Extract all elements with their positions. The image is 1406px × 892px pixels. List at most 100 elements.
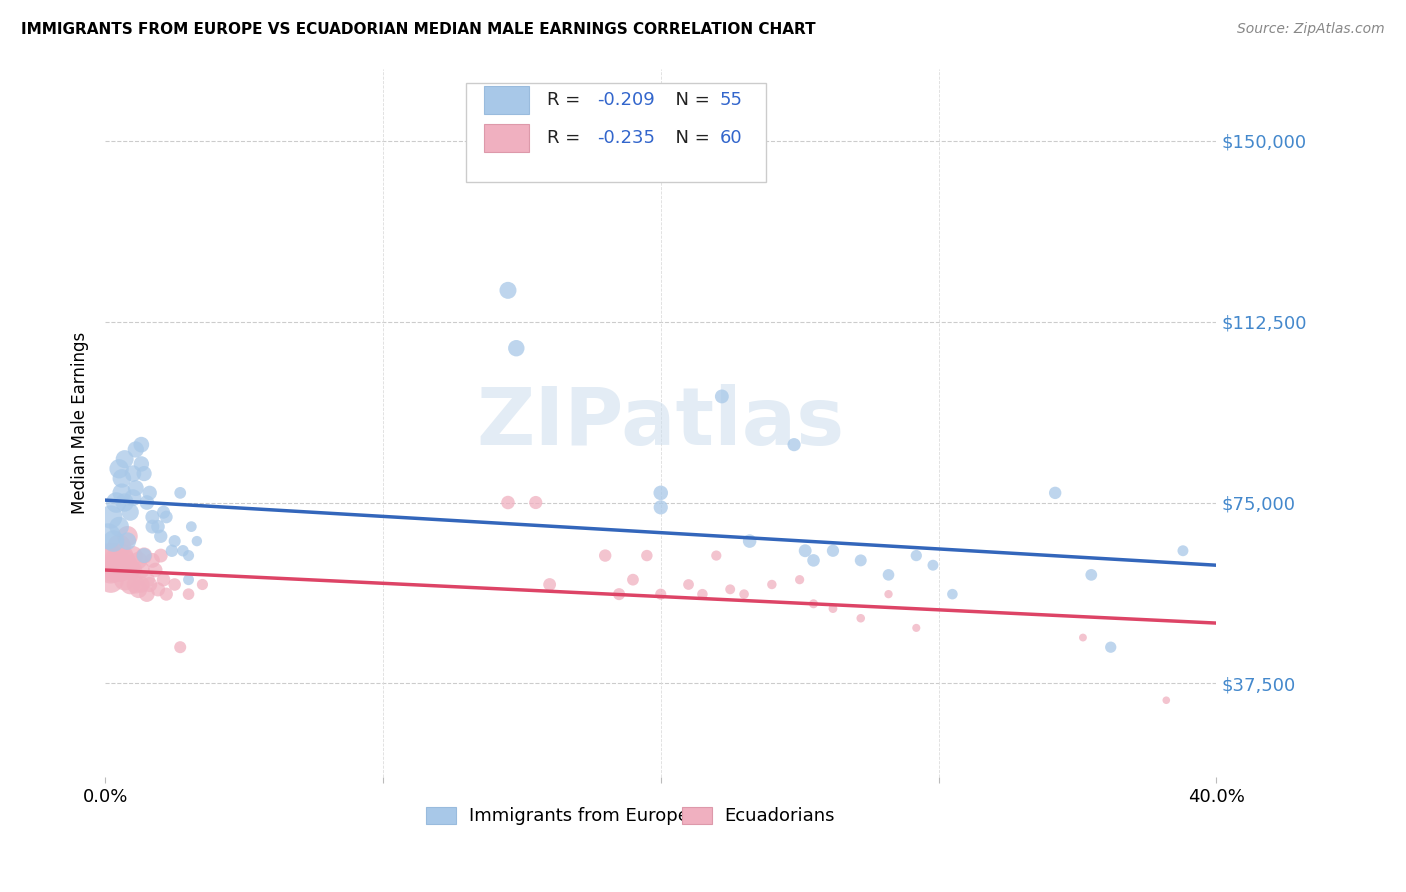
Point xyxy=(108,519,131,533)
Point xyxy=(821,601,844,615)
Point xyxy=(922,558,945,573)
Point xyxy=(103,534,125,549)
Point xyxy=(186,534,208,549)
Point xyxy=(177,549,200,563)
Point xyxy=(163,534,186,549)
Point xyxy=(143,563,166,577)
Text: IMMIGRANTS FROM EUROPE VS ECUADORIAN MEDIAN MALE EARNINGS CORRELATION CHART: IMMIGRANTS FROM EUROPE VS ECUADORIAN MED… xyxy=(21,22,815,37)
Point xyxy=(138,577,160,591)
Point xyxy=(177,573,200,587)
Point xyxy=(172,543,194,558)
Point xyxy=(621,573,644,587)
Point xyxy=(803,597,825,611)
Point xyxy=(117,558,139,573)
Point xyxy=(141,519,163,533)
Point xyxy=(738,534,761,549)
Text: 55: 55 xyxy=(720,91,742,109)
Point xyxy=(132,549,155,563)
Point xyxy=(105,558,128,573)
Point xyxy=(120,577,142,591)
Point xyxy=(1099,640,1122,655)
FancyBboxPatch shape xyxy=(426,807,457,824)
Point xyxy=(111,471,134,485)
FancyBboxPatch shape xyxy=(484,124,529,153)
Point xyxy=(131,457,153,471)
Point xyxy=(905,549,928,563)
FancyBboxPatch shape xyxy=(467,83,766,182)
Point xyxy=(146,519,169,533)
Point xyxy=(122,563,145,577)
Point xyxy=(650,500,672,515)
Point xyxy=(877,567,900,582)
Point xyxy=(803,553,825,567)
Point xyxy=(97,529,120,543)
Point xyxy=(117,529,139,543)
Point xyxy=(97,553,120,567)
Point xyxy=(905,621,928,635)
Point xyxy=(191,577,214,591)
Point xyxy=(125,481,148,495)
Text: Source: ZipAtlas.com: Source: ZipAtlas.com xyxy=(1237,22,1385,37)
Point xyxy=(538,577,561,591)
Point xyxy=(122,491,145,505)
Point xyxy=(849,611,872,625)
Text: -0.209: -0.209 xyxy=(598,91,655,109)
Point xyxy=(877,587,900,601)
Point xyxy=(636,549,658,563)
Point xyxy=(114,452,136,467)
Point xyxy=(849,553,872,567)
Point xyxy=(505,341,527,355)
Point xyxy=(1043,486,1066,500)
Text: R =: R = xyxy=(547,91,586,109)
Point xyxy=(152,505,174,519)
Point xyxy=(177,587,200,601)
Point xyxy=(128,582,150,597)
Point xyxy=(100,573,122,587)
Point xyxy=(114,573,136,587)
Point xyxy=(132,467,155,481)
Point xyxy=(152,573,174,587)
Point xyxy=(122,467,145,481)
Point xyxy=(120,505,142,519)
Point xyxy=(704,549,727,563)
Point xyxy=(607,587,630,601)
Point xyxy=(180,519,202,533)
FancyBboxPatch shape xyxy=(484,86,529,114)
Point xyxy=(155,587,177,601)
Point xyxy=(135,495,157,509)
Point xyxy=(111,563,134,577)
Point xyxy=(821,543,844,558)
Point xyxy=(108,462,131,476)
Point xyxy=(117,534,139,549)
Point xyxy=(678,577,700,591)
Point xyxy=(111,549,134,563)
Point xyxy=(650,486,672,500)
Point xyxy=(1156,693,1178,707)
Point xyxy=(100,510,122,524)
Point xyxy=(141,510,163,524)
Text: -0.235: -0.235 xyxy=(598,129,655,147)
Point xyxy=(1071,631,1094,645)
Point xyxy=(593,549,616,563)
Point xyxy=(135,587,157,601)
Point xyxy=(114,495,136,509)
Y-axis label: Median Male Earnings: Median Male Earnings xyxy=(72,332,89,514)
Point xyxy=(794,543,817,558)
FancyBboxPatch shape xyxy=(682,807,711,824)
Text: N =: N = xyxy=(664,91,716,109)
Point xyxy=(132,549,155,563)
Text: ZIPatlas: ZIPatlas xyxy=(477,384,845,462)
Point xyxy=(1080,567,1102,582)
Point xyxy=(169,486,191,500)
Point xyxy=(692,587,714,601)
Text: N =: N = xyxy=(664,129,716,147)
Point xyxy=(789,573,811,587)
Point xyxy=(122,549,145,563)
Point xyxy=(103,549,125,563)
Point xyxy=(125,577,148,591)
Point xyxy=(125,442,148,457)
Point xyxy=(496,495,519,509)
Point xyxy=(105,553,128,567)
Text: Ecuadorians: Ecuadorians xyxy=(724,806,835,825)
Point xyxy=(718,582,741,597)
